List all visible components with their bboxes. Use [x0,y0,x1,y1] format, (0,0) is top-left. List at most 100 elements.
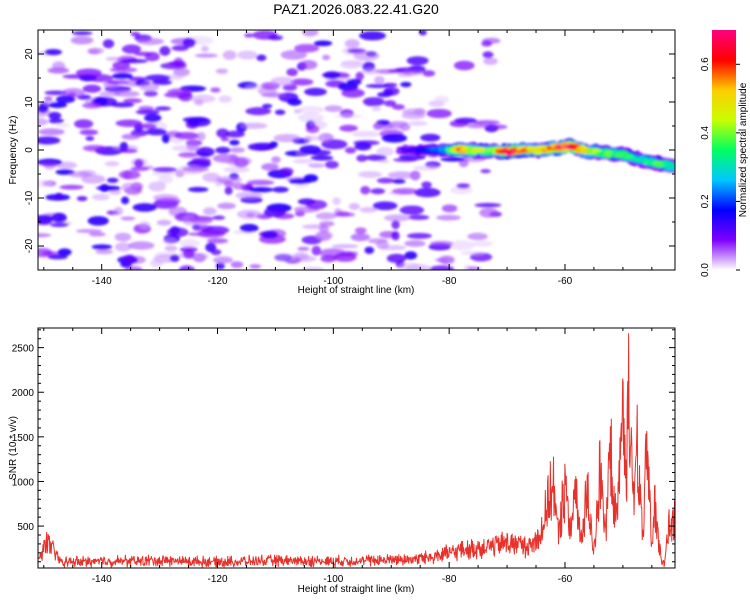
noise-blob [229,139,240,146]
noise-blob [88,49,100,55]
noise-blob [472,240,493,247]
noise-blob [337,212,356,217]
noise-blob [109,67,138,73]
noise-blob [95,249,114,255]
noise-blob [139,81,160,92]
noise-blob [108,189,122,196]
snr-panel: -140 -120 -100 -80 -60 500 1000 1500 2000 2500 H… [8,327,676,595]
noise-blob [408,214,430,220]
noise-blob [88,232,106,237]
noise-blob [148,181,166,192]
noise-blob [82,84,102,93]
noise-blob [162,237,177,245]
noise-blob [123,98,143,104]
spectrogram-y-tick-label: 20 [24,48,35,60]
noise-blob [351,130,380,138]
noise-blob [213,255,233,264]
spectrogram-x-tick-label: -80 [442,276,457,287]
noise-blob [139,123,157,130]
noise-blob [68,171,92,178]
snr-y-tick-label: 2500 [12,344,35,355]
noise-blob [230,261,244,269]
noise-blob [280,49,307,60]
noise-blob [392,104,405,110]
noise-blob [215,68,228,74]
snr-y-ticks: 500 1000 1500 2000 2500 [12,329,675,563]
noise-blob [344,39,360,49]
noise-blob [360,186,371,195]
noise-blob [51,212,67,223]
noise-blob [299,145,321,154]
noise-blob [248,187,274,193]
noise-blob [247,142,275,151]
noise-blob [121,182,138,193]
noise-blob [124,266,143,270]
noise-blob [346,78,362,86]
noise-blob [362,97,385,107]
noise-blob [370,188,386,195]
noise-blob [236,209,262,220]
noise-blob [482,51,494,59]
noise-blob [38,247,53,258]
noise-blob [82,102,102,109]
noise-blob [44,49,62,56]
spectrogram-x-tick-label: -140 [92,276,112,287]
noise-blob [245,84,263,90]
noise-blob [212,215,226,220]
noise-blob [293,252,309,260]
noise-blob [383,100,397,107]
noise-blob [434,257,452,263]
noise-blob [453,60,475,71]
noise-blob [106,177,119,183]
noise-blob [85,136,95,141]
noise-blob [44,90,68,96]
noise-blob [130,166,149,172]
noise-blob [358,31,386,41]
noise-blob [71,31,93,36]
noise-blob [483,57,498,65]
noise-blob [374,69,398,74]
noise-blob [222,50,237,60]
noise-blob [301,30,319,37]
noise-blob [467,232,488,241]
noise-blob [190,94,216,103]
noise-blob [318,132,334,143]
noise-blob [474,202,502,208]
noise-blob [422,70,436,77]
noise-blob [290,78,314,86]
noise-blob [350,233,371,242]
noise-blob [460,251,485,256]
noise-blob [387,123,404,130]
noise-blob [143,90,158,97]
noise-blob [324,160,339,169]
noise-blob [480,168,491,174]
noise-blob [375,239,389,250]
noise-blob [386,253,407,263]
noise-blob [205,242,217,253]
noise-blob [75,68,102,77]
noise-blob [114,242,132,252]
colorbar-tick-label: 0.2 [700,194,711,208]
noise-blob [293,183,310,188]
noise-blob [153,194,179,202]
noise-blob [287,98,302,106]
noise-blob [233,157,249,168]
noise-blob [279,167,294,176]
noise-blob [440,157,465,162]
noise-blob [113,206,124,216]
noise-blob [216,262,225,270]
noise-blob [249,264,262,269]
noise-blob [292,158,314,164]
noise-blob [55,123,71,128]
noise-blob [121,44,142,54]
noise-blob [191,224,209,230]
noise-blob [164,245,178,252]
noise-blob [270,76,294,86]
noise-blob [190,216,213,225]
colorbar-tick-label: 0.0 [700,263,711,277]
noise-blob [38,104,49,113]
noise-blob [194,53,218,58]
noise-blob [136,37,164,45]
noise-blob [48,111,62,120]
noise-blob [449,120,469,128]
